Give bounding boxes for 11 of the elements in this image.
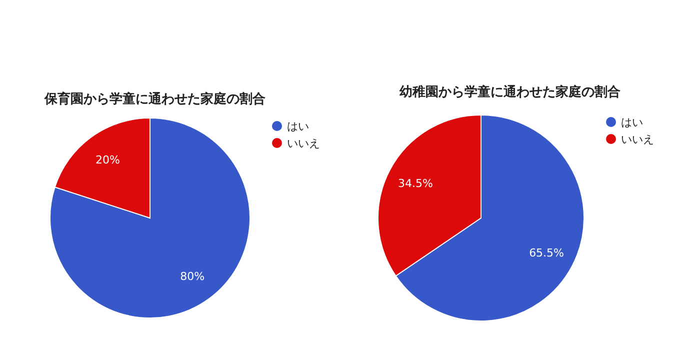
data-label: 80% bbox=[180, 270, 205, 284]
data-label: 20% bbox=[95, 154, 120, 167]
data-label: 65.5% bbox=[529, 246, 564, 260]
legend-label: はい bbox=[287, 120, 309, 133]
chart-title: 保育園から学童に通わせた家庭の割合 bbox=[44, 91, 266, 107]
chart-title: 幼稚園から学童に通わせた家庭の割合 bbox=[398, 84, 620, 100]
pie-slice bbox=[50, 118, 250, 318]
legend-label: いいえ bbox=[287, 136, 320, 150]
data-label: 34.5% bbox=[398, 177, 433, 190]
legend-label: いいえ bbox=[621, 132, 654, 146]
legend-label: はい bbox=[621, 116, 643, 129]
